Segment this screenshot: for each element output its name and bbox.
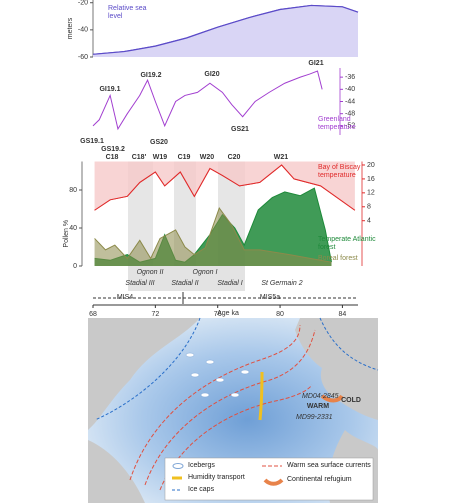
- zone-label: Ognon I: [193, 269, 218, 276]
- y-tick-label: -60: [78, 54, 88, 61]
- iceberg: [215, 377, 225, 383]
- legend-label: Bay of Biscay temperature: [318, 164, 361, 179]
- mis-label: MIS4: [117, 294, 133, 301]
- legend-icon: [172, 463, 184, 469]
- x-tick-label: 76: [214, 311, 222, 318]
- y-tick-label: 12: [367, 190, 375, 197]
- event-label: C18': [132, 154, 147, 161]
- y-tick-label: 40: [69, 225, 77, 232]
- x-tick-label: 84: [339, 311, 347, 318]
- legend-label: Boreal forest: [318, 255, 358, 262]
- warm-current: [144, 329, 316, 486]
- x-tick-label: 72: [151, 311, 159, 318]
- y-tick-label: 16: [367, 176, 375, 183]
- mis-label: MIS5a: [260, 294, 280, 301]
- event-label: W20: [200, 154, 215, 161]
- warm-current: [129, 324, 301, 481]
- annotation: GI19.1: [99, 86, 120, 93]
- data-line: [92, 4, 359, 55]
- annotation: GI20: [204, 71, 219, 78]
- y-tick-label: -40: [345, 86, 355, 93]
- y-tick-label: 8: [367, 204, 371, 211]
- area-fill: [94, 188, 332, 266]
- map-label: WARM: [307, 403, 329, 410]
- land-north-america: [88, 318, 200, 430]
- zone-label: Stadial II: [171, 280, 198, 287]
- annotation: GS20: [150, 139, 168, 146]
- data-line: [92, 70, 323, 131]
- iceberg: [230, 392, 240, 398]
- iceberg: [190, 372, 200, 378]
- event-label: C19: [178, 154, 191, 161]
- y-tick-label: -40: [78, 27, 88, 34]
- annotation: GI19.2: [140, 72, 161, 79]
- zone-band: [128, 266, 245, 291]
- land-europe: [295, 318, 378, 420]
- map-label: MD04-2845: [302, 393, 339, 400]
- map-label: COLD: [341, 397, 361, 404]
- y-tick-label: -36: [345, 74, 355, 81]
- x-tick-label: 68: [89, 311, 97, 318]
- land-south: [88, 440, 145, 503]
- ice-cap-edge: [319, 317, 379, 371]
- y-tick-label: -44: [345, 98, 355, 105]
- event-label: C20: [228, 154, 241, 161]
- annotation: GS19.1: [80, 138, 104, 145]
- x-tick-label: 80: [276, 311, 284, 318]
- axis-title: meters: [67, 17, 74, 39]
- y-tick-label: 0: [73, 263, 77, 270]
- y-tick-label: 80: [69, 187, 77, 194]
- legend-label: Ice caps: [188, 486, 215, 493]
- panel-title: Relative sea level: [108, 5, 147, 20]
- event-label: W19: [153, 154, 168, 161]
- zone-label: Stadial I: [217, 280, 242, 287]
- humidity-transport: [258, 371, 264, 421]
- zone-label: Ognon II: [137, 269, 164, 276]
- y-tick-label: -52: [345, 123, 355, 130]
- axis-title: Greenland temperature: [318, 116, 356, 131]
- iceberg: [185, 352, 195, 358]
- zone-label: St Germain 2: [261, 280, 302, 287]
- legend-box: [164, 457, 374, 501]
- legend-label: Continental refugium: [287, 476, 352, 483]
- legend-label: Temperate Atlantic forest: [318, 236, 376, 251]
- refugium: [320, 394, 344, 403]
- iceberg: [205, 359, 215, 365]
- y-tick-label: -20: [78, 0, 88, 7]
- legend-label: Icebergs: [188, 462, 215, 469]
- y-tick-label: 4: [367, 218, 371, 225]
- map: [88, 317, 379, 503]
- axis-title: Age ka: [217, 310, 239, 317]
- ice-cap-edge: [94, 317, 201, 421]
- annotation: GS21: [231, 126, 249, 133]
- y-tick-label: 20: [367, 162, 375, 169]
- warm-current: [159, 384, 313, 491]
- event-label: C18: [106, 154, 119, 161]
- data-line: [94, 164, 356, 211]
- y-tick-label: -48: [345, 111, 355, 118]
- area-fill: [93, 5, 358, 58]
- area-fill: [94, 208, 332, 266]
- zone-label: Stadial III: [125, 280, 154, 287]
- map-label: MD99-2331: [296, 414, 333, 421]
- legend-icon: [263, 478, 284, 486]
- icebergs: [185, 352, 250, 398]
- annotation: GS19.2: [101, 146, 125, 153]
- annotation: GI21: [308, 60, 323, 67]
- iceberg: [200, 392, 210, 398]
- legend-label: Humidity transport: [188, 474, 245, 481]
- event-label: W21: [274, 154, 289, 161]
- iceberg: [240, 369, 250, 375]
- axis-title: Pollen %: [63, 220, 70, 248]
- legend-label: Warm sea surface currents: [287, 462, 371, 469]
